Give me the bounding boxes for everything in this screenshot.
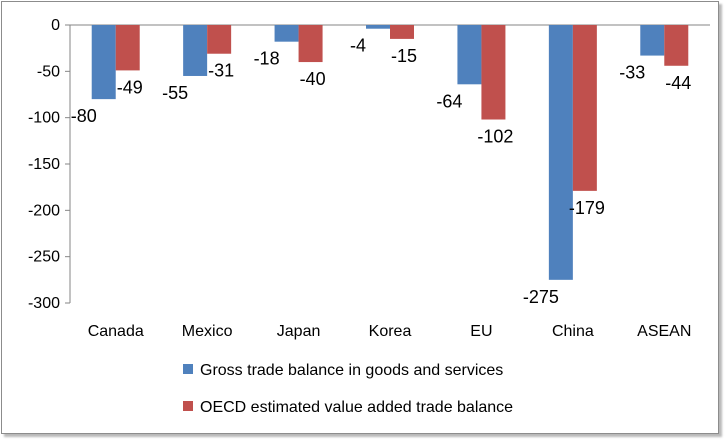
category-label-japan: Japan — [277, 323, 321, 340]
bar-value-added-asean — [664, 25, 689, 66]
bar-gross-eu — [457, 25, 482, 85]
data-label-gross-canada: -80 — [71, 106, 97, 126]
bar-gross-mexico — [183, 25, 208, 76]
bar-gross-korea — [366, 25, 390, 29]
category-label-eu: EU — [470, 323, 492, 340]
data-label-value-added-china: -179 — [569, 198, 605, 218]
bar-gross-china — [548, 25, 573, 280]
bar-gross-canada — [91, 25, 116, 100]
bar-gross-japan — [274, 25, 299, 42]
category-label-asean: ASEAN — [637, 323, 691, 340]
y-tick-label: -150 — [28, 156, 60, 173]
legend-swatch-gross — [183, 364, 193, 374]
legend-swatch-value-added — [183, 401, 193, 411]
data-label-gross-china: -275 — [523, 287, 559, 307]
bar-value-added-eu — [481, 25, 506, 120]
y-tick-label: -300 — [28, 295, 60, 312]
data-label-value-added-japan: -40 — [300, 69, 326, 89]
legend-label-gross: Gross trade balance in goods and service… — [200, 362, 503, 379]
data-label-gross-asean: -33 — [619, 63, 645, 83]
y-tick-label: 0 — [51, 17, 60, 34]
category-label-korea: Korea — [369, 323, 412, 340]
data-label-value-added-eu: -102 — [477, 127, 513, 147]
y-tick-label: -50 — [37, 63, 60, 80]
category-label-mexico: Mexico — [182, 323, 233, 340]
bar-value-added-mexico — [207, 25, 232, 54]
chart-frame — [1, 1, 719, 434]
category-label-canada: Canada — [88, 323, 144, 340]
bar-value-added-korea — [390, 25, 414, 39]
data-label-gross-mexico: -55 — [162, 83, 188, 103]
y-tick-label: -250 — [28, 249, 60, 266]
data-label-gross-eu: -64 — [436, 91, 462, 111]
data-label-value-added-mexico: -31 — [208, 61, 234, 81]
data-label-gross-korea: -4 — [350, 36, 366, 56]
data-label-value-added-canada: -49 — [117, 77, 143, 97]
bar-value-added-japan — [298, 25, 323, 63]
data-label-value-added-korea: -15 — [391, 46, 417, 66]
bar-gross-asean — [640, 25, 665, 56]
data-label-value-added-asean: -44 — [665, 73, 691, 93]
bar-value-added-canada — [115, 25, 140, 71]
category-label-china: China — [552, 323, 594, 340]
bar-value-added-china — [572, 25, 597, 191]
y-tick-label: -100 — [28, 110, 60, 127]
y-tick-label: -200 — [28, 202, 60, 219]
legend-label-value-added: OECD estimated value added trade balance — [200, 399, 513, 416]
data-label-gross-japan: -18 — [254, 49, 280, 69]
